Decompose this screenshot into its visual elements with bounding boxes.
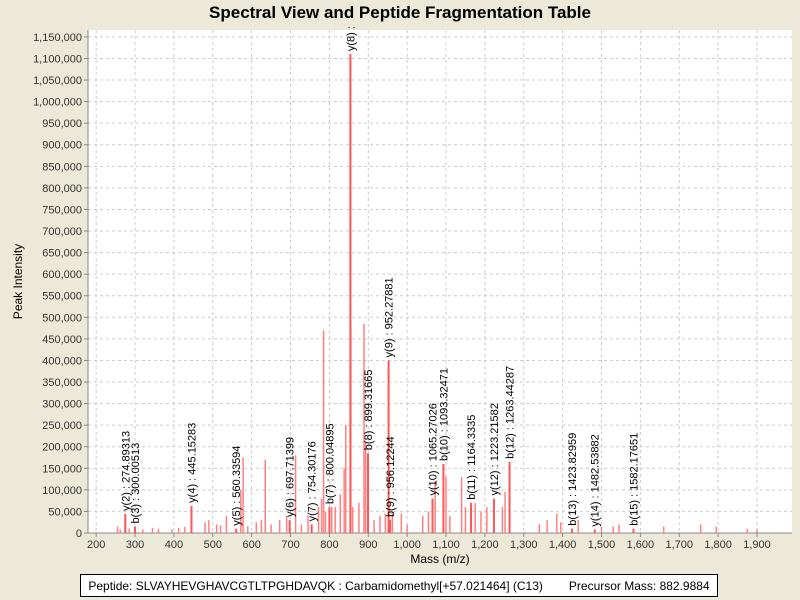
y-tick-label: 950,000 [42, 118, 82, 130]
peak-annotation: b(7) : 800.04895 [324, 423, 336, 504]
x-tick-label: 1,100 [432, 539, 460, 551]
x-tick-label: 500 [204, 539, 222, 551]
x-tick-label: 1,300 [510, 539, 538, 551]
y-axis-label: Peak Intensity [11, 244, 25, 319]
y-tick-label: 300,000 [42, 399, 82, 411]
peak-annotation: y(12) : 1223.21582 [489, 403, 501, 495]
x-tick-label: 800 [320, 539, 338, 551]
peptide-label: Peptide: SLVAYHEVGHAVCGTLTPGHDAVQK : Car… [88, 578, 543, 593]
peak-annotation: y(6) : 697.71399 [285, 437, 297, 517]
x-tick-label: 1,400 [549, 539, 577, 551]
plot-area [88, 30, 792, 533]
y-tick-label: 100,000 [42, 485, 82, 497]
y-tick-label: 50,000 [48, 506, 82, 518]
y-tick-label: 1,100,000 [33, 53, 82, 65]
y-tick-label: 350,000 [42, 377, 82, 389]
y-tick-label: 850,000 [42, 161, 82, 173]
x-tick-label: 1,900 [743, 539, 771, 551]
y-tick-label: 500,000 [42, 312, 82, 324]
precursor-mass-label: Precursor Mass: 882.9884 [568, 578, 710, 593]
x-tick-label: 1,800 [704, 539, 732, 551]
y-tick-label: 1,150,000 [33, 32, 82, 44]
x-tick-label: 700 [281, 539, 299, 551]
peak-annotation: b(11) : 1164.3335 [466, 415, 478, 500]
y-tick-label: 1,050,000 [33, 75, 82, 87]
y-tick-label: 250,000 [42, 420, 82, 432]
peak-annotation: b(3) : 300.00513 [130, 443, 142, 524]
x-tick-label: 400 [165, 539, 183, 551]
y-tick-label: 150,000 [42, 463, 82, 475]
x-tick-label: 1,600 [627, 539, 655, 551]
spectrum-chart: 200 300 400 500 600 700 800 900 1,000 1,100 1,200 1… [11, 26, 792, 566]
x-tick-label: 300 [126, 539, 144, 551]
y-tick-label: 1,000,000 [33, 97, 82, 109]
y-tick-label: 900,000 [42, 140, 82, 152]
y-tick-label: 650,000 [42, 248, 82, 260]
x-tick-label: 1,700 [666, 539, 694, 551]
y-tick-label: 550,000 [42, 291, 82, 303]
peak-annotation: b(13) : 1423.82959 [567, 433, 579, 526]
y-tick-label: 800,000 [42, 183, 82, 195]
y-tick-label: 450,000 [42, 334, 82, 346]
x-axis-label: Mass (m/z) [410, 552, 469, 566]
y-tick-label: 750,000 [42, 204, 82, 216]
y-tick-label: 600,000 [42, 269, 82, 281]
peak-annotation: y(5) : 560.33594 [231, 446, 243, 526]
y-tick-label: 0 [76, 528, 82, 540]
peak-annotation: b(10) : 1093.32471 [438, 368, 450, 461]
y-tick-label: 700,000 [42, 226, 82, 238]
peak-annotation: y(8) : [345, 26, 357, 51]
peak-annotation: y(7) : 754.30176 [307, 441, 319, 521]
peak-annotation: y(4) : 445.15283 [186, 423, 198, 503]
peak-annotation: y(10) : 1065.27026 [428, 403, 440, 495]
x-tick-label: 200 [87, 539, 105, 551]
peak-annotation: y(14) : 1482.53882 [590, 434, 602, 526]
peak-annotation: b(9) : 956.12244 [385, 436, 397, 517]
peak-annotation: y(9) : 952.27881 [384, 277, 396, 357]
peak-annotation: b(15) : 1582.17651 [628, 433, 640, 526]
peptide-info-box: Peptide: SLVAYHEVGHAVCGTLTPGHDAVQK : Car… [80, 574, 718, 597]
peak-annotation: b(12) : 1263.44287 [505, 366, 517, 459]
x-tick-label: 1,200 [471, 539, 499, 551]
x-tick-label: 900 [359, 539, 377, 551]
chart-title: Spectral View and Peptide Fragmentation … [209, 3, 591, 22]
x-tick-label: 1,000 [393, 539, 421, 551]
peak-annotation: b(8) : 899.31665 [363, 369, 375, 450]
x-tick-label: 600 [242, 539, 260, 551]
x-tick-label: 1,500 [588, 539, 616, 551]
y-tick-label: 400,000 [42, 355, 82, 367]
peak-annotation: y(2) : 274.89313 [120, 431, 132, 511]
y-tick-label: 200,000 [42, 442, 82, 454]
